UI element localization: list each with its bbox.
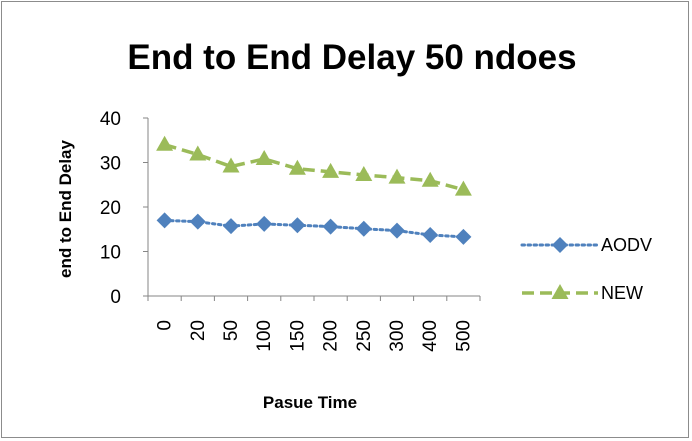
series-line [164, 143, 464, 192]
series-new [156, 135, 472, 196]
x-tick-label: 150 [287, 320, 308, 352]
legend: AODV NEW [520, 235, 652, 303]
x-tick-label: 0 [155, 320, 176, 331]
legend-item-new: NEW [522, 283, 643, 303]
x-tick-label: 20 [188, 320, 209, 341]
y-tick-label: 0 [110, 287, 121, 308]
data-point [289, 217, 306, 234]
data-point [322, 162, 340, 178]
x-tick-label: 500 [453, 320, 474, 352]
y-tick-label: 40 [100, 109, 121, 130]
data-point [422, 227, 439, 244]
y-tick-label: 20 [100, 198, 121, 219]
data-point [156, 135, 174, 151]
data-point [189, 145, 207, 161]
data-point [156, 212, 173, 229]
x-tick-label: 250 [354, 320, 375, 352]
y-axis-ticks: 0 10 20 30 40 [100, 109, 148, 308]
data-point [255, 149, 273, 165]
chart-title: End to End Delay 50 ndoes [127, 38, 576, 77]
data-point [455, 228, 472, 245]
x-axis-ticks: 0 20 50 100 150 200 250 300 400 500 [147, 296, 481, 352]
y-tick-label: 30 [100, 154, 121, 175]
y-tick-label: 10 [100, 243, 121, 264]
x-axis-label: Pasue Time [263, 393, 357, 412]
data-point [389, 222, 405, 239]
series-layer [156, 135, 472, 245]
data-point [189, 213, 206, 230]
data-point [223, 218, 239, 235]
x-tick-label: 200 [321, 320, 342, 352]
series-line [163, 218, 465, 239]
legend-label: NEW [601, 283, 643, 303]
data-point [388, 168, 406, 184]
data-point [288, 159, 306, 175]
data-point [421, 171, 439, 187]
data-point [355, 165, 373, 181]
x-tick-label: 400 [420, 320, 441, 352]
legend-label: AODV [601, 235, 652, 255]
data-point [355, 220, 372, 237]
x-tick-label: 100 [254, 320, 275, 352]
legend-marker [551, 284, 569, 299]
x-tick-label: 300 [387, 320, 408, 352]
legend-marker [552, 237, 568, 253]
data-point [222, 157, 240, 173]
series-aodv [156, 212, 472, 245]
data-point [454, 180, 472, 196]
y-axis-label: end to End Delay [56, 140, 75, 278]
legend-item-aodv: AODV [520, 235, 652, 255]
data-point [256, 215, 273, 232]
x-tick-label: 50 [221, 320, 242, 341]
data-point [322, 218, 339, 235]
